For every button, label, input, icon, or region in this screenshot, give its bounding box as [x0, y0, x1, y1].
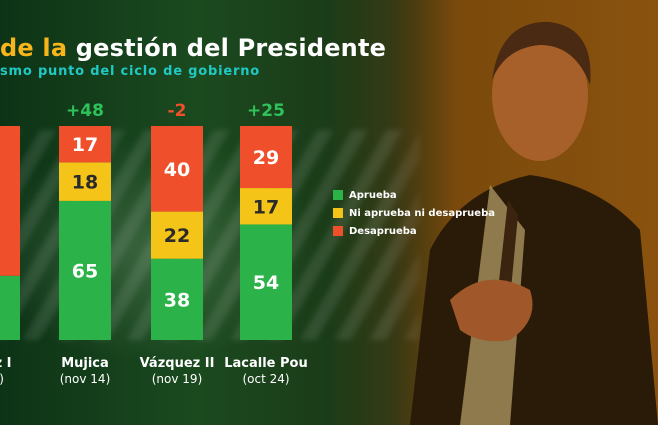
- title-highlight: de la: [0, 34, 76, 62]
- data-label: 3: [0, 298, 1, 320]
- bar-segment: [0, 126, 20, 276]
- bar-segment: [151, 211, 203, 259]
- legend-item-ni: Ni aprueba ni desaprueba: [333, 204, 495, 222]
- chart-title: de la gestión del Presidente: [0, 34, 386, 62]
- data-label: 29: [253, 147, 279, 169]
- bar-segment: [59, 200, 111, 340]
- bar-segment: [59, 162, 111, 201]
- data-label: 65: [72, 260, 98, 282]
- data-label: 17: [253, 196, 279, 218]
- legend-item-aprueba: Aprueba: [333, 186, 495, 204]
- bar-segment: [151, 126, 203, 212]
- data-label: 54: [253, 272, 279, 294]
- legend-item-desaprueba: Desaprueba: [333, 222, 495, 240]
- title-main: gestión del Presidente: [75, 34, 387, 62]
- net-approval-label: +25: [247, 101, 285, 121]
- legend: Aprueba Ni aprueba ni desaprueba Desapru…: [333, 186, 495, 240]
- category-date: (nov 14): [60, 372, 111, 386]
- category-name: Vázquez II: [140, 356, 215, 371]
- legend-label: Ni aprueba ni desaprueba: [349, 207, 495, 219]
- bar-segment: [240, 188, 292, 225]
- category-date: (nov 19): [152, 372, 203, 386]
- category-name: Lacalle Pou: [224, 356, 308, 371]
- legend-swatch-ni: [333, 208, 343, 218]
- legend-label: Aprueba: [349, 189, 397, 201]
- data-label: 17: [72, 134, 98, 156]
- category-name: Mujica: [61, 356, 109, 371]
- net-approval-label: +48: [66, 101, 104, 121]
- data-label: 7: [0, 191, 1, 213]
- data-label: 22: [164, 225, 190, 247]
- chart-subtitle: smo punto del ciclo de gobierno: [0, 64, 260, 79]
- legend-swatch-desaprueba: [333, 226, 343, 236]
- bar-segment: [59, 126, 111, 163]
- data-label: 38: [164, 289, 190, 311]
- legend-swatch-aprueba: [333, 190, 343, 200]
- category-name: uez I: [0, 356, 12, 371]
- bar-segment: [240, 126, 292, 189]
- net-approval-label: -2: [168, 101, 187, 121]
- bar-segment: [240, 224, 292, 340]
- bar-segment: [151, 258, 203, 340]
- data-label: 18: [72, 172, 98, 194]
- data-label: 40: [164, 159, 190, 181]
- legend-label: Desaprueba: [349, 225, 417, 237]
- category-date: (oct 24): [242, 372, 289, 386]
- president-portrait: [390, 0, 658, 425]
- bar-segment: [0, 275, 20, 340]
- category-date: 09): [0, 372, 4, 386]
